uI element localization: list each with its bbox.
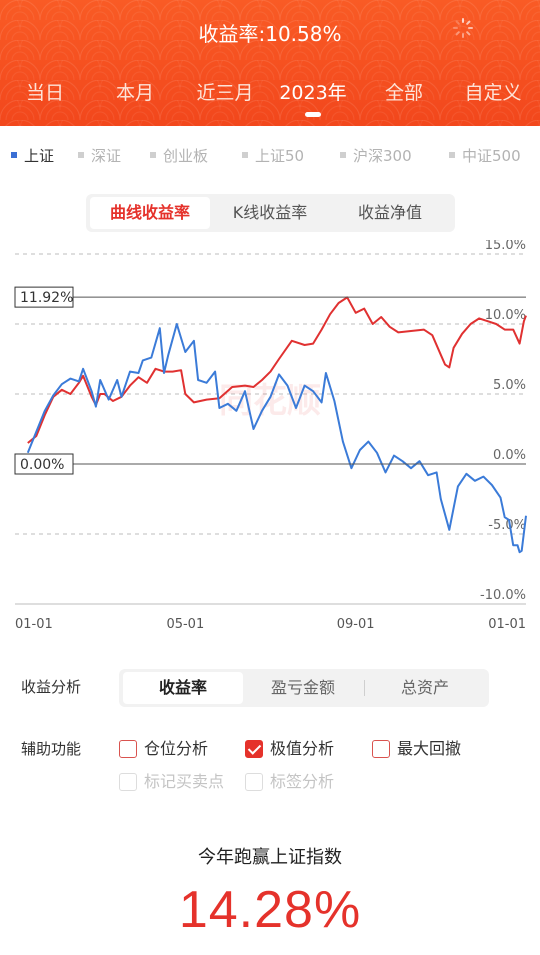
- mode-net-value[interactable]: 收益净值: [357, 203, 422, 222]
- legend-square-icon: [242, 151, 248, 158]
- legend-square-icon: [340, 151, 346, 158]
- assist-label: 辅助功能: [21, 740, 82, 758]
- index-shenzhen[interactable]: 深证: [78, 143, 121, 169]
- tab-year-2023[interactable]: 2023年: [279, 82, 347, 104]
- index-shanghai[interactable]: 上证: [11, 143, 54, 169]
- analysis-tab-assets[interactable]: 总资产: [400, 678, 449, 697]
- loading-spinner-icon: [453, 18, 473, 38]
- mode-kline-return[interactable]: K线收益率: [232, 203, 308, 222]
- zero-marker-label: 0.00%: [20, 457, 64, 473]
- zero-marker-box: [14, 453, 74, 475]
- checkbox-icon[interactable]: [372, 740, 390, 758]
- tab-this-month[interactable]: 本月: [115, 82, 154, 104]
- legend-square-icon: [150, 151, 156, 158]
- analysis-label: 收益分析: [21, 678, 82, 696]
- return-chart[interactable]: 15.0%10.0%5.0%0.0%-5.0%-10.0%同花顺11.92%0.…: [0, 240, 540, 640]
- index-csi300[interactable]: 沪深300: [340, 143, 412, 169]
- series-line-red: [27, 296, 527, 444]
- index-sse50[interactable]: 上证50: [242, 143, 304, 169]
- tab-today[interactable]: 当日: [25, 82, 64, 104]
- y-tick-label: -10.0%: [480, 588, 526, 603]
- analysis-selector: 收益率 盈亏金额 总资产: [119, 669, 489, 707]
- x-tick-label: 01-01: [15, 617, 53, 632]
- page-title: 收益率:10.58%: [198, 22, 342, 46]
- y-tick-label: -5.0%: [488, 518, 526, 533]
- legend-square-icon: [78, 151, 84, 158]
- index-chinext[interactable]: 创业板: [150, 143, 208, 169]
- y-tick-label: 5.0%: [493, 378, 526, 393]
- tab-custom[interactable]: 自定义: [464, 82, 522, 104]
- chart-mode-selector: 曲线收益率 K线收益率 收益净值: [86, 194, 455, 232]
- y-tick-label: 10.0%: [485, 308, 526, 323]
- checkbox-icon[interactable]: [119, 773, 137, 791]
- checkbox-checked-icon[interactable]: [245, 740, 263, 758]
- x-tick-label: 01-01: [488, 617, 526, 632]
- mode-curve-return[interactable]: 曲线收益率: [90, 197, 210, 229]
- tab-all[interactable]: 全部: [384, 82, 423, 104]
- x-tick-label: 09-01: [337, 617, 375, 632]
- y-tick-label: 15.0%: [485, 240, 526, 253]
- x-tick-label: 05-01: [166, 617, 204, 632]
- outperform-value: 14.28%: [178, 881, 362, 939]
- series-line-blue: [26, 323, 527, 554]
- legend-square-icon: [449, 151, 455, 158]
- checkbox-icon[interactable]: [245, 773, 263, 791]
- divider: [364, 680, 365, 696]
- analysis-tab-return[interactable]: 收益率: [123, 672, 243, 704]
- period-tabs: 当日 本月 近三月 2023年 全部 自定义: [0, 78, 540, 108]
- max-marker-box: [14, 286, 74, 308]
- checkbox-icon[interactable]: [119, 740, 137, 758]
- index-selector: 上证 深证 创业板 上证50 沪深300 中证500: [0, 143, 540, 169]
- tab-three-months[interactable]: 近三月: [196, 82, 254, 104]
- wave-pattern: [0, 0, 540, 126]
- analysis-tab-pnl[interactable]: 盈亏金额: [270, 678, 335, 697]
- active-tab-indicator: [305, 112, 321, 117]
- header-bar: 收益率:10.58% 当日 本月 近三月 2023年 全部 自定义: [0, 0, 540, 126]
- index-csi500[interactable]: 中证500: [449, 143, 521, 169]
- outperform-label: 今年跑赢上证指数: [198, 847, 342, 868]
- y-tick-label: 0.0%: [493, 448, 526, 463]
- legend-square-icon: [11, 151, 17, 158]
- max-marker-label: 11.92%: [20, 290, 73, 306]
